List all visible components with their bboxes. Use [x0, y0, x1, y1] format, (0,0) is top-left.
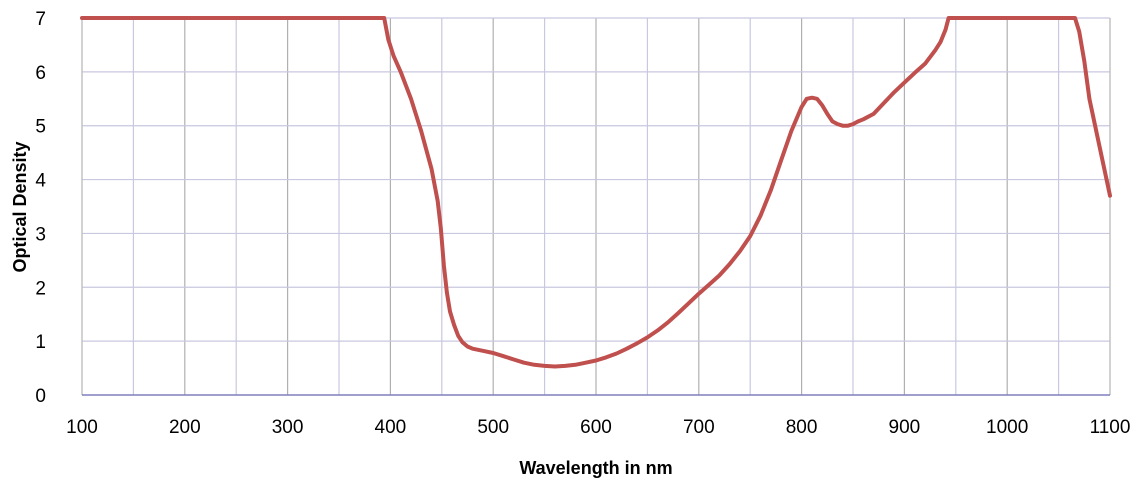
series-line-1	[80, 16, 1112, 369]
y-tick-label: 6	[35, 63, 46, 84]
x-tick-label: 1100	[1090, 417, 1131, 438]
x-tick-label: 900	[889, 417, 921, 438]
x-tick-label: 700	[683, 417, 715, 438]
y-axis-title: Optical Density	[10, 141, 30, 272]
x-tick-label: 800	[786, 417, 818, 438]
x-tick-label: 100	[66, 417, 98, 438]
y-tick-label: 3	[35, 224, 46, 245]
y-tick-label: 7	[35, 9, 46, 30]
y-tick-label: 2	[35, 278, 46, 299]
grid	[81, 17, 1111, 395]
y-tick-label: 5	[35, 117, 46, 138]
x-axis-title: Wavelength in nm	[519, 458, 672, 478]
series-group	[80, 16, 1112, 369]
x-tick-label: 500	[477, 417, 509, 438]
x-tick-label: 200	[169, 417, 201, 438]
y-tick-label: 0	[35, 386, 46, 407]
tick-labels: 100 200 300 400 500 600 700 800 900 1000 1100 0 1 2 3 4…	[35, 9, 1130, 438]
y-tick-label: 4	[35, 171, 46, 192]
x-tick-label: 600	[580, 417, 612, 438]
x-tick-label: 1000	[986, 417, 1028, 438]
axes	[81, 18, 1111, 396]
x-tick-label: 300	[272, 417, 304, 438]
y-tick-label: 1	[35, 332, 46, 353]
x-tick-label: 400	[375, 417, 407, 438]
